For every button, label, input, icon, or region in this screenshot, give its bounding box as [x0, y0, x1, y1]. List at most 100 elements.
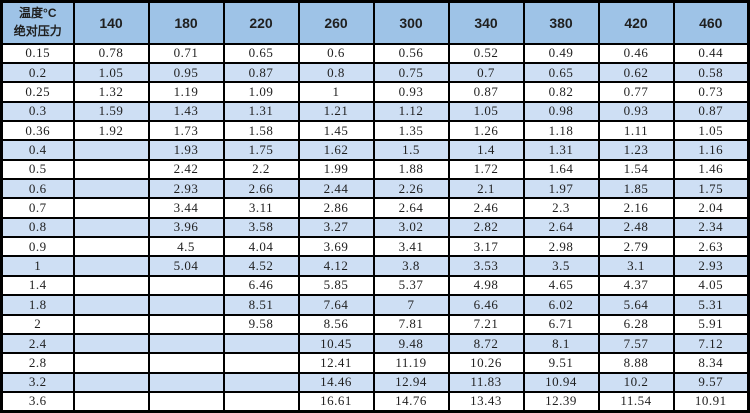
value-cell: 1.32 — [72, 81, 150, 103]
pressure-cell: 3.6 — [0, 390, 75, 413]
value-cell: 0.87 — [447, 81, 525, 103]
pressure-cell: 0.25 — [0, 81, 75, 103]
value-cell — [72, 313, 150, 335]
value-cell: 1.46 — [672, 158, 750, 181]
value-cell: 0.93 — [597, 100, 675, 122]
table-row: 3.2 14.46 12.94 11.83 10.94 10.2 9.57 — [0, 371, 750, 393]
value-cell: 0.44 — [672, 42, 750, 64]
value-cell: 1.72 — [447, 158, 525, 181]
value-cell: 3.1 — [597, 255, 675, 277]
table-row: 1 5.04 4.52 4.12 3.8 3.53 3.5 3.1 2.93 — [0, 255, 750, 277]
value-cell — [72, 236, 150, 258]
value-cell: 7.21 — [447, 313, 525, 335]
value-cell — [72, 274, 150, 297]
value-cell: 1.88 — [372, 158, 450, 181]
value-cell: 1.97 — [522, 177, 600, 200]
table-row: 2.4 10.45 9.48 8.72 8.1 7.57 7.12 — [0, 332, 750, 355]
value-cell: 2.44 — [297, 177, 375, 200]
value-cell: 8.51 — [222, 294, 300, 316]
value-cell: 4.65 — [522, 274, 600, 297]
value-cell — [72, 158, 150, 181]
value-cell: 1.18 — [522, 119, 600, 142]
value-cell: 5.31 — [672, 294, 750, 316]
value-cell: 5.91 — [672, 313, 750, 335]
pressure-cell: 0.3 — [0, 100, 75, 122]
value-cell: 0.82 — [522, 81, 600, 103]
value-cell: 3.69 — [297, 236, 375, 258]
pressure-cell: 0.6 — [0, 177, 75, 200]
value-cell: 7 — [372, 294, 450, 316]
value-cell: 5.37 — [372, 274, 450, 297]
value-cell: 0.77 — [597, 81, 675, 103]
value-cell: 8.34 — [672, 352, 750, 374]
pressure-cell: 0.36 — [0, 119, 75, 142]
value-cell — [72, 255, 150, 277]
value-cell: 6.28 — [597, 313, 675, 335]
table-row: 0.4 1.93 1.75 1.62 1.5 1.4 1.31 1.23 1.16 — [0, 139, 750, 161]
value-cell — [222, 352, 300, 374]
pressure-cell: 0.5 — [0, 158, 75, 181]
value-cell — [147, 274, 225, 297]
value-cell: 1.31 — [522, 139, 600, 161]
value-cell: 3.11 — [222, 197, 300, 219]
value-cell: 1 — [297, 81, 375, 103]
value-cell: 11.19 — [372, 352, 450, 374]
value-cell: 14.46 — [297, 371, 375, 393]
value-cell: 12.41 — [297, 352, 375, 374]
table-row: 0.36 1.92 1.73 1.58 1.45 1.35 1.26 1.18 1.11 1.05 — [0, 119, 750, 142]
value-cell: 3.8 — [372, 255, 450, 277]
pressure-cell: 0.8 — [0, 216, 75, 239]
value-cell — [222, 390, 300, 413]
value-cell — [147, 371, 225, 393]
value-cell: 6.71 — [522, 313, 600, 335]
value-cell: 1.85 — [597, 177, 675, 200]
value-cell: 1.05 — [447, 100, 525, 122]
value-cell: 2.64 — [522, 216, 600, 239]
value-cell: 0.62 — [597, 61, 675, 84]
corner-pressure-label: 绝对压力 — [13, 23, 62, 38]
value-cell: 8.1 — [522, 332, 600, 355]
value-cell: 7.64 — [297, 294, 375, 316]
value-cell: 2.1 — [447, 177, 525, 200]
value-cell: 2.82 — [447, 216, 525, 239]
temperature-header: 180 — [147, 0, 225, 45]
value-cell: 2.66 — [222, 177, 300, 200]
value-cell: 3.5 — [522, 255, 600, 277]
value-cell: 13.43 — [447, 390, 525, 413]
value-cell: 1.75 — [672, 177, 750, 200]
value-cell — [72, 139, 150, 161]
temperature-header: 220 — [222, 0, 300, 45]
table-row: 0.7 3.44 3.11 2.86 2.64 2.46 2.3 2.16 2.04 — [0, 197, 750, 219]
value-cell: 1.58 — [222, 119, 300, 142]
value-cell: 6.02 — [522, 294, 600, 316]
value-cell: 1.92 — [72, 119, 150, 142]
value-cell: 2.26 — [372, 177, 450, 200]
value-cell: 1.4 — [447, 139, 525, 161]
value-cell — [72, 197, 150, 219]
value-cell: 2.2 — [222, 158, 300, 181]
temperature-header: 380 — [522, 0, 600, 45]
value-cell: 2.98 — [522, 236, 600, 258]
value-cell: 3.27 — [297, 216, 375, 239]
value-cell: 0.8 — [297, 61, 375, 84]
pressure-cell: 0.4 — [0, 139, 75, 161]
value-cell: 5.64 — [597, 294, 675, 316]
pressure-cell: 0.7 — [0, 197, 75, 219]
value-cell: 1.35 — [372, 119, 450, 142]
value-cell: 4.12 — [297, 255, 375, 277]
value-cell: 1.54 — [597, 158, 675, 181]
pressure-cell: 2 — [0, 313, 75, 335]
value-cell: 11.83 — [447, 371, 525, 393]
value-cell: 2.63 — [672, 236, 750, 258]
value-cell — [72, 352, 150, 374]
temperature-header: 460 — [672, 0, 750, 45]
value-cell: 2.93 — [672, 255, 750, 277]
value-cell: 0.98 — [522, 100, 600, 122]
table-body: 0.15 0.78 0.71 0.65 0.6 0.56 0.52 0.49 0.46 0.44 0… — [0, 42, 750, 413]
value-cell: 4.04 — [222, 236, 300, 258]
value-cell: 6.46 — [222, 274, 300, 297]
value-cell — [72, 371, 150, 393]
value-cell: 1.73 — [147, 119, 225, 142]
value-cell — [147, 390, 225, 413]
pressure-cell: 1 — [0, 255, 75, 277]
